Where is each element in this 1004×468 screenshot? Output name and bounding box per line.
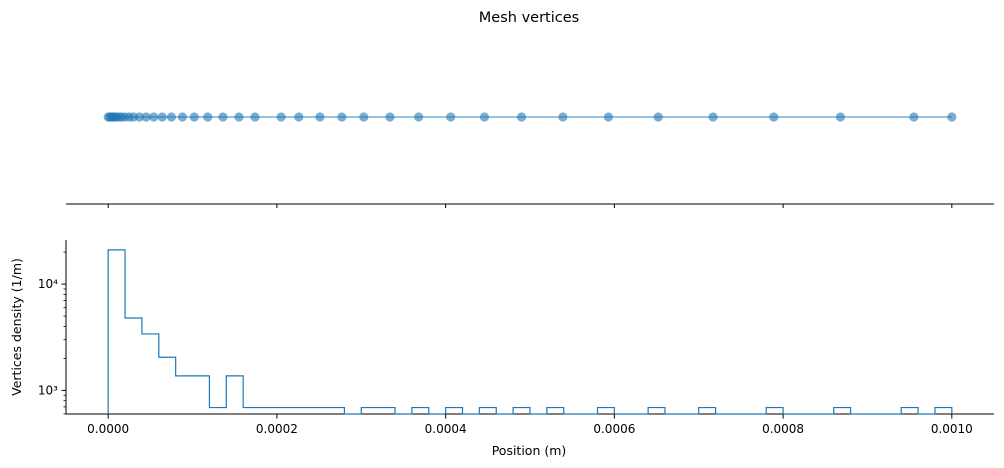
vertex-point bbox=[203, 112, 213, 122]
bottom-y-ticks: 10³ 10⁴ bbox=[38, 251, 66, 415]
x-axis-label: Position (m) bbox=[492, 443, 567, 458]
vertex-point bbox=[769, 112, 779, 122]
x-tick-label: 0.0002 bbox=[256, 422, 298, 436]
vertex-point bbox=[149, 112, 159, 122]
vertex-point bbox=[385, 112, 395, 122]
density-histogram-step bbox=[107, 249, 953, 415]
vertex-point bbox=[250, 112, 260, 122]
y-tick-label: 10⁴ bbox=[38, 277, 58, 291]
x-tick-label: 0.0008 bbox=[762, 422, 804, 436]
vertex-point bbox=[835, 112, 846, 122]
vertex-point bbox=[337, 112, 347, 122]
vertex-point bbox=[603, 112, 614, 122]
vertex-point bbox=[294, 112, 304, 122]
vertex-point bbox=[315, 112, 325, 122]
vertex-point bbox=[708, 112, 718, 122]
vertex-point bbox=[653, 112, 663, 122]
vertex-point bbox=[909, 112, 919, 122]
vertex-point bbox=[166, 112, 177, 122]
vertex-point bbox=[218, 112, 228, 122]
vertex-point bbox=[479, 112, 490, 122]
vertex-point bbox=[234, 112, 244, 122]
vertex-point bbox=[947, 112, 957, 122]
vertex-point bbox=[558, 112, 568, 122]
vertex-point bbox=[276, 112, 286, 122]
x-tick-label: 0.0010 bbox=[931, 422, 973, 436]
x-tick-label: 0.0006 bbox=[593, 422, 635, 436]
vertex-point bbox=[414, 112, 424, 122]
chart-title: Mesh vertices bbox=[479, 10, 579, 26]
vertex-points bbox=[103, 112, 957, 122]
y-axis-label: Vertices density (1/m) bbox=[9, 258, 24, 396]
x-tick-label: 0.0004 bbox=[425, 422, 467, 436]
vertex-point bbox=[134, 112, 144, 122]
top-x-ticks bbox=[107, 204, 953, 208]
vertex-point bbox=[446, 112, 456, 122]
vertex-point bbox=[177, 112, 188, 122]
x-tick-label: 0.0000 bbox=[87, 422, 129, 436]
vertex-point bbox=[359, 112, 369, 122]
vertex-point bbox=[189, 112, 199, 122]
vertex-density-panel: 0.0000 0.0002 0.0004 0.0006 0.0008 0.0010 10³… bbox=[9, 240, 994, 458]
vertex-point bbox=[141, 112, 151, 122]
mesh-vertices-panel: Mesh vertices bbox=[66, 10, 994, 208]
bottom-x-ticks: 0.0000 0.0002 0.0004 0.0006 0.0008 0.0010 bbox=[87, 414, 973, 436]
y-tick-label: 10³ bbox=[38, 383, 58, 397]
vertex-point bbox=[516, 112, 527, 122]
vertex-point bbox=[157, 112, 167, 122]
